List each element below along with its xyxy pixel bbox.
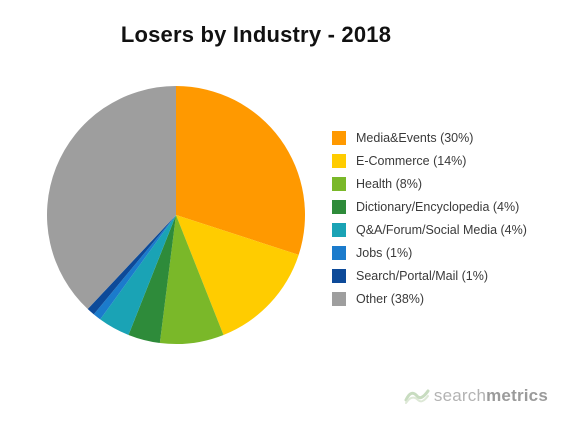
pie-slice-3: [128, 215, 176, 343]
pie-slice-7: [46, 85, 176, 310]
legend-label-6: Search/Portal/Mail (1%): [356, 268, 488, 283]
logo-text-bold: metrics: [486, 386, 548, 405]
searchmetrics-logo-icon: [404, 389, 430, 404]
legend-item-7: Other (38%): [332, 287, 562, 310]
legend-item-1: E-Commerce (14%): [332, 149, 562, 172]
logo-text: searchmetrics: [434, 386, 548, 406]
legend-swatch-0: [332, 130, 346, 145]
chart-title: Losers by Industry - 2018: [120, 22, 392, 47]
pie-slice-2: [159, 215, 224, 344]
legend-label-1: E-Commerce (14%): [356, 153, 467, 168]
pie-slice-1: [176, 215, 299, 335]
legend-swatch-1: [332, 153, 346, 168]
pie-slice-4: [100, 215, 176, 335]
legend-swatch-6: [332, 268, 346, 283]
legend-item-3: Dictionary/Encyclopedia (4%): [332, 195, 562, 218]
logo-text-light: search: [433, 386, 487, 405]
legend-swatch-5: [332, 245, 346, 260]
legend-item-4: Q&A/Forum/Social Media (4%): [332, 218, 562, 241]
pie-slice-0: [176, 86, 306, 255]
pie-slice-5: [93, 215, 176, 320]
legend-label-2: Health (8%): [356, 176, 422, 191]
legend-swatch-7: [332, 291, 346, 306]
legend-item-5: Jobs (1%): [332, 241, 562, 264]
chart-legend: Media&Events (30%) E-Commerce (14%) Health…: [332, 126, 562, 310]
pie-slice-6: [87, 215, 176, 315]
legend-swatch-2: [332, 176, 346, 191]
legend-item-2: Health (8%): [332, 172, 562, 195]
legend-swatch-4: [332, 222, 346, 237]
legend-swatch-3: [332, 199, 346, 214]
searchmetrics-logo: searchmetrics: [404, 386, 548, 406]
legend-item-6: Search/Portal/Mail (1%): [332, 264, 562, 287]
legend-item-0: Media&Events (30%): [332, 126, 562, 149]
legend-label-4: Q&A/Forum/Social Media (4%): [356, 222, 527, 237]
legend-label-5: Jobs (1%): [356, 245, 413, 260]
legend-label-3: Dictionary/Encyclopedia (4%): [356, 199, 520, 214]
legend-label-7: Other (38%): [356, 291, 425, 306]
legend-label-0: Media&Events (30%): [356, 130, 474, 145]
